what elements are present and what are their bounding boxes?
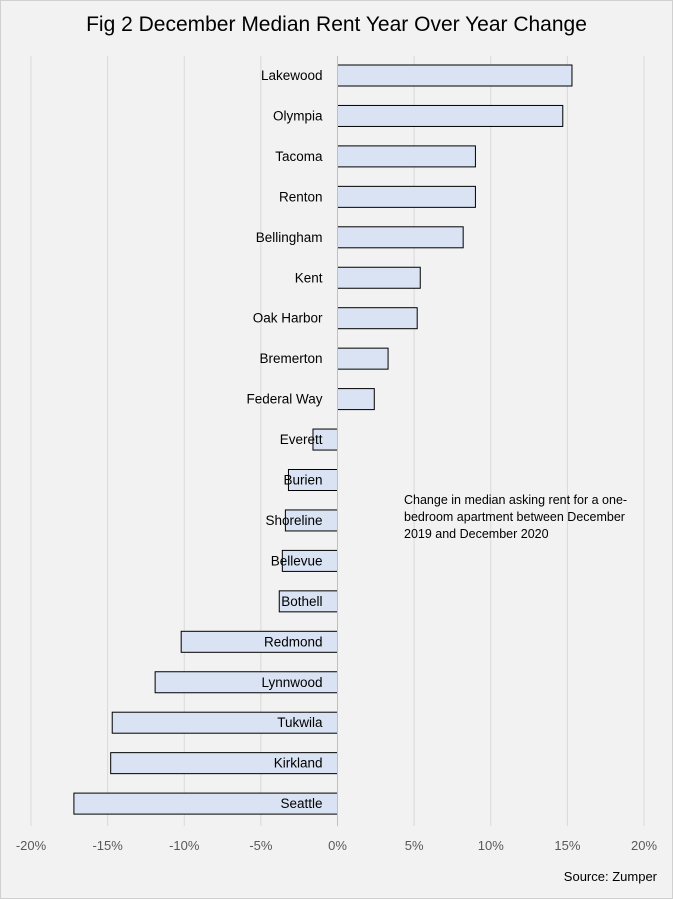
bar-lakewood <box>337 64 573 87</box>
category-label: Bothell <box>281 594 322 609</box>
category-label: Kent <box>295 270 323 285</box>
category-label: Bellevue <box>271 553 323 568</box>
category-label: Kirkland <box>274 756 323 771</box>
x-tick-label: 0% <box>328 838 347 853</box>
x-tick-label: 10% <box>478 838 504 853</box>
category-label: Everett <box>280 432 323 447</box>
category-label: Tukwila <box>277 715 323 730</box>
bar-olympia <box>337 104 564 127</box>
category-label: Shoreline <box>265 513 322 528</box>
category-label: Burien <box>283 473 322 488</box>
category-label: Oak Harbor <box>253 311 323 326</box>
category-label: Tacoma <box>275 149 323 164</box>
x-tick-label: -20% <box>16 838 47 853</box>
bar-federal-way <box>337 388 375 411</box>
bar-renton <box>337 185 476 208</box>
chart-title: Fig 2 December Median Rent Year Over Yea… <box>86 13 587 36</box>
category-label: Olympia <box>273 108 323 123</box>
bar-oak-harbor <box>337 307 418 330</box>
bar-tacoma <box>337 145 476 168</box>
bar-bellingham <box>337 226 464 249</box>
category-label: Seattle <box>280 796 322 811</box>
category-label: Bellingham <box>256 230 323 245</box>
source-note: Source: Zumper <box>563 869 657 884</box>
bar-bremerton <box>337 347 389 370</box>
category-label: Renton <box>279 189 323 204</box>
bar-kent <box>337 266 421 289</box>
x-tick-label: -10% <box>169 838 200 853</box>
category-label: Lynnwood <box>261 675 322 690</box>
category-label: Redmond <box>264 634 323 649</box>
x-tick-label: -15% <box>92 838 123 853</box>
x-tick-label: -5% <box>249 838 273 853</box>
category-label: Bremerton <box>259 351 322 366</box>
chart-annotation: Change in median asking rent for a one-b… <box>404 493 628 541</box>
category-label: Lakewood <box>261 68 323 83</box>
category-label: Federal Way <box>246 392 322 407</box>
x-tick-label: 15% <box>554 838 580 853</box>
x-tick-label: 5% <box>405 838 424 853</box>
x-tick-label: 20% <box>631 838 657 853</box>
